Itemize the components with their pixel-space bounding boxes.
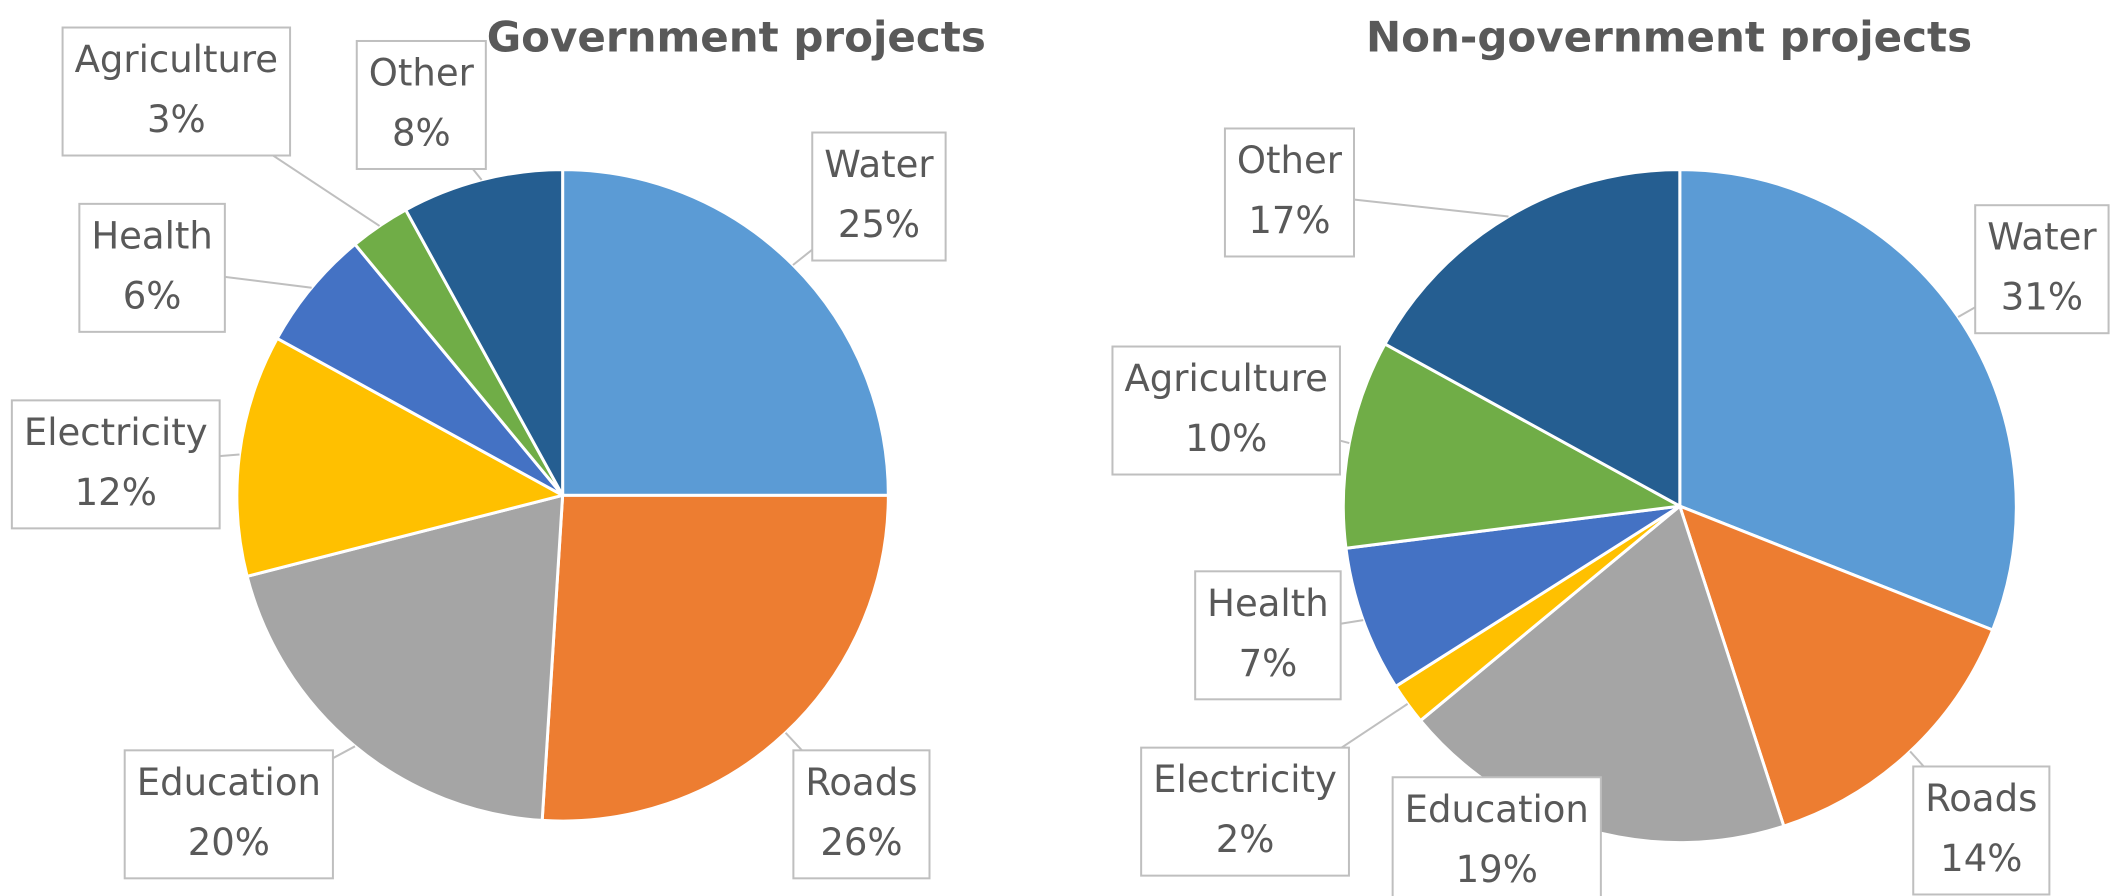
category-label: Roads — [805, 761, 917, 804]
chart-title: Government projects — [487, 13, 986, 62]
pie-slice — [540, 493, 890, 823]
label-box — [1391, 776, 1602, 896]
data-label: Roads 26% — [792, 749, 931, 880]
value-label: 12% — [75, 471, 157, 514]
chart-title: Non-government projects — [1366, 13, 1972, 62]
data-label: Roads 14% — [1912, 765, 2051, 896]
value-label: 26% — [820, 821, 902, 864]
data-label: Agriculture 3% — [61, 26, 292, 157]
value-label: 6% — [123, 274, 182, 317]
value-label: 2% — [1216, 818, 1275, 861]
pie-slice — [561, 168, 890, 497]
category-label: Water — [1987, 216, 2097, 259]
label-box — [1974, 204, 2110, 335]
value-label: 17% — [1248, 199, 1330, 242]
category-label: Roads — [1925, 777, 2037, 820]
label-box — [1140, 746, 1350, 877]
value-label: 3% — [147, 98, 206, 141]
pie-slice — [403, 168, 565, 497]
pie-slice — [235, 336, 567, 579]
data-label: Education 19% — [1391, 776, 1602, 896]
data-label: Electricity 2% — [1140, 746, 1350, 877]
category-label: Electricity — [1153, 758, 1337, 801]
label-box — [355, 39, 487, 170]
data-label: Water 31% — [1974, 204, 2110, 335]
label-box — [811, 131, 947, 262]
label-box — [1111, 345, 1341, 476]
data-label: Health 7% — [1194, 570, 1342, 701]
value-label: 10% — [1185, 417, 1267, 460]
data-label: Education 20% — [123, 749, 334, 880]
value-label: 8% — [392, 111, 451, 154]
data-label: Water 25% — [811, 131, 947, 262]
value-label: 19% — [1456, 848, 1538, 891]
value-label: 25% — [838, 203, 920, 246]
category-label: Water — [824, 143, 934, 186]
data-label: Electricity 12% — [10, 399, 221, 530]
label-box — [792, 749, 931, 880]
data-label: Other 8% — [355, 39, 487, 170]
data-label: Agriculture 10% — [1111, 345, 1341, 476]
category-label: Agriculture — [75, 38, 278, 81]
category-label: Education — [137, 761, 321, 804]
value-label: 20% — [188, 821, 270, 864]
pie-slice — [275, 242, 564, 497]
data-label: Other 17% — [1223, 127, 1355, 258]
category-label: Health — [1207, 582, 1329, 625]
label-box — [123, 749, 334, 880]
label-box — [1194, 570, 1342, 701]
data-label: Health 6% — [78, 202, 226, 333]
label-box — [10, 399, 221, 530]
category-label: Agriculture — [1124, 357, 1327, 400]
value-label: 7% — [1239, 642, 1298, 685]
label-box — [1912, 765, 2051, 896]
category-label: Education — [1405, 788, 1589, 831]
value-label: 14% — [1940, 837, 2022, 880]
pie-slice — [1678, 168, 2018, 632]
label-box — [78, 202, 226, 333]
category-label: Electricity — [24, 411, 208, 454]
pie-slice — [1382, 168, 1682, 509]
category-label: Other — [1237, 139, 1343, 182]
label-box — [1223, 127, 1355, 258]
label-box — [61, 26, 292, 157]
category-label: Other — [369, 51, 475, 94]
value-label: 31% — [2001, 276, 2083, 319]
category-label: Health — [91, 214, 213, 257]
